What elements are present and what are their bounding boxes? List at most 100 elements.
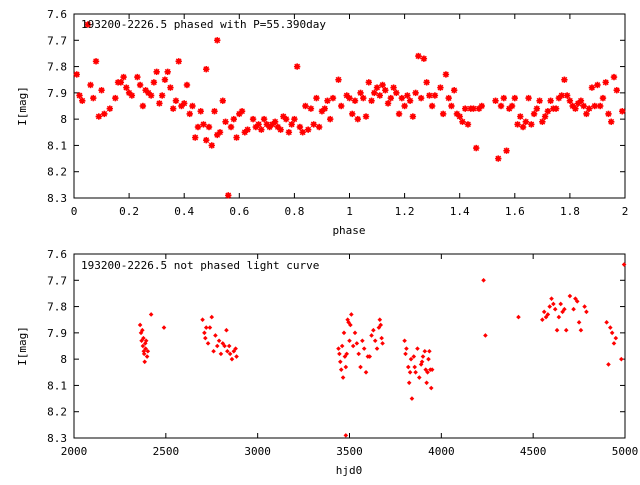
unphased-data-point	[222, 343, 227, 349]
phased-data-point	[343, 92, 350, 99]
phased-data-point	[84, 21, 91, 28]
phased-data-point	[106, 105, 114, 112]
phased-data-point	[464, 121, 472, 128]
phased-data-point	[277, 126, 284, 133]
unphased-data-point	[412, 364, 418, 370]
phased-data-point	[585, 105, 593, 112]
unphased-data-point	[481, 277, 486, 283]
unphased-y-tick-label: 7.8	[47, 301, 67, 314]
phased-data-point	[442, 71, 450, 78]
unphased-data-point	[337, 351, 342, 357]
phased-data-point	[561, 76, 568, 83]
phased-data-point	[390, 84, 397, 91]
unphased-data-point	[338, 367, 344, 372]
phased-data-point	[398, 94, 406, 102]
phased-x-tick-label: 0.2	[119, 205, 139, 218]
phased-data-point	[456, 113, 463, 120]
phased-data-point	[544, 108, 552, 115]
unphased-data-point	[562, 306, 567, 312]
phased-data-point	[147, 92, 155, 99]
unphased-data-point	[427, 348, 432, 354]
unphased-chart-title: 193200-2226.5 not phased light curve	[81, 259, 319, 272]
unphased-data-point	[582, 304, 587, 309]
phased-data-point	[437, 84, 444, 91]
unphased-x-tick-label: 4000	[428, 445, 455, 458]
unphased-data-point	[428, 385, 434, 391]
phased-x-tick-label: 1.6	[505, 205, 525, 218]
phased-data-point	[87, 81, 94, 89]
phased-x-tick-labels: 0 0.2 0.4 0.6 0.8 1 1.2 1.4 1.6 1.8 2	[71, 205, 629, 218]
unphased-data-point	[144, 354, 150, 359]
phased-y-axis-label: I[mag]	[16, 86, 29, 126]
unphased-data-point	[541, 309, 547, 315]
unphased-data-point	[380, 341, 385, 346]
unphased-data-point	[402, 338, 407, 344]
phased-data-point	[379, 81, 386, 89]
unphased-data-point	[408, 356, 414, 362]
phased-data-point	[470, 105, 477, 112]
unphased-data-point	[216, 338, 222, 344]
phased-data-point	[566, 97, 574, 104]
phased-data-point	[580, 102, 587, 110]
phased-data-point	[335, 76, 342, 83]
phased-data-point	[299, 129, 306, 136]
unphased-data-point	[227, 351, 233, 357]
phased-data-point	[172, 97, 180, 104]
phased-data-point	[194, 123, 202, 131]
phased-data-point	[304, 126, 312, 133]
unphased-y-tick-label: 8.3	[47, 432, 67, 445]
unphased-data-point	[143, 346, 148, 351]
unphased-data-point	[576, 320, 582, 325]
unphased-data-point	[411, 354, 417, 359]
unphased-x-tick-labels: 2000 2500 3000 3500 4000 4500 5000	[61, 445, 639, 458]
unphased-data-point	[563, 327, 569, 333]
unphased-y-tick-label: 8	[60, 353, 67, 366]
phased-data-point	[205, 123, 213, 131]
phased-data-point	[73, 71, 80, 78]
phased-y-tick-labels: 7.6 7.7 7.8 7.9 8 8.1 8.2 8.3	[47, 8, 67, 205]
phased-data-point	[117, 79, 125, 86]
phased-data-point	[164, 68, 171, 76]
unphased-data-point	[556, 314, 562, 320]
unphased-x-tick-label: 2000	[61, 445, 88, 458]
phased-data-point	[376, 92, 384, 99]
phased-data-point	[588, 84, 596, 91]
phased-data-point	[282, 115, 290, 123]
unphased-data-point	[376, 325, 382, 330]
unphased-data-point	[611, 341, 617, 346]
unphased-data-point	[161, 325, 167, 330]
phased-data-point	[258, 126, 265, 133]
phased-data-point	[503, 147, 510, 154]
phased-data-point	[92, 58, 100, 65]
phased-data-point	[401, 102, 408, 110]
phased-data-point	[533, 105, 541, 112]
unphased-x-tick-label: 3000	[244, 445, 271, 458]
phased-data-point	[291, 115, 298, 123]
phased-data-point	[525, 94, 532, 102]
phased-data-point	[222, 118, 229, 125]
unphased-x-tick-label: 3500	[336, 445, 363, 458]
phased-x-tick-label: 1.2	[395, 205, 415, 218]
phased-data-point	[260, 115, 268, 123]
unphased-data-point	[413, 369, 418, 375]
phased-data-point	[227, 123, 235, 131]
phased-data-point	[439, 110, 447, 118]
phased-data-point	[415, 52, 422, 60]
phased-x-tick-label: 0.6	[229, 205, 249, 218]
phased-plot-frame	[73, 13, 626, 199]
phased-data-point	[445, 94, 452, 102]
unphased-data-point	[405, 364, 411, 370]
phased-data-point	[271, 118, 279, 125]
unphased-data-point	[547, 304, 552, 309]
unphased-data-point	[231, 348, 237, 354]
unphased-data-point	[426, 356, 431, 362]
phased-data-point	[134, 73, 141, 81]
phased-data-point	[214, 37, 221, 44]
unphased-data-point	[613, 335, 619, 341]
phased-data-point	[203, 66, 210, 73]
unphased-data-point	[374, 346, 380, 351]
unphased-data-point	[200, 317, 205, 323]
phased-data-point	[216, 129, 224, 136]
phased-data-point	[547, 97, 554, 104]
unphased-data-point	[422, 348, 428, 354]
